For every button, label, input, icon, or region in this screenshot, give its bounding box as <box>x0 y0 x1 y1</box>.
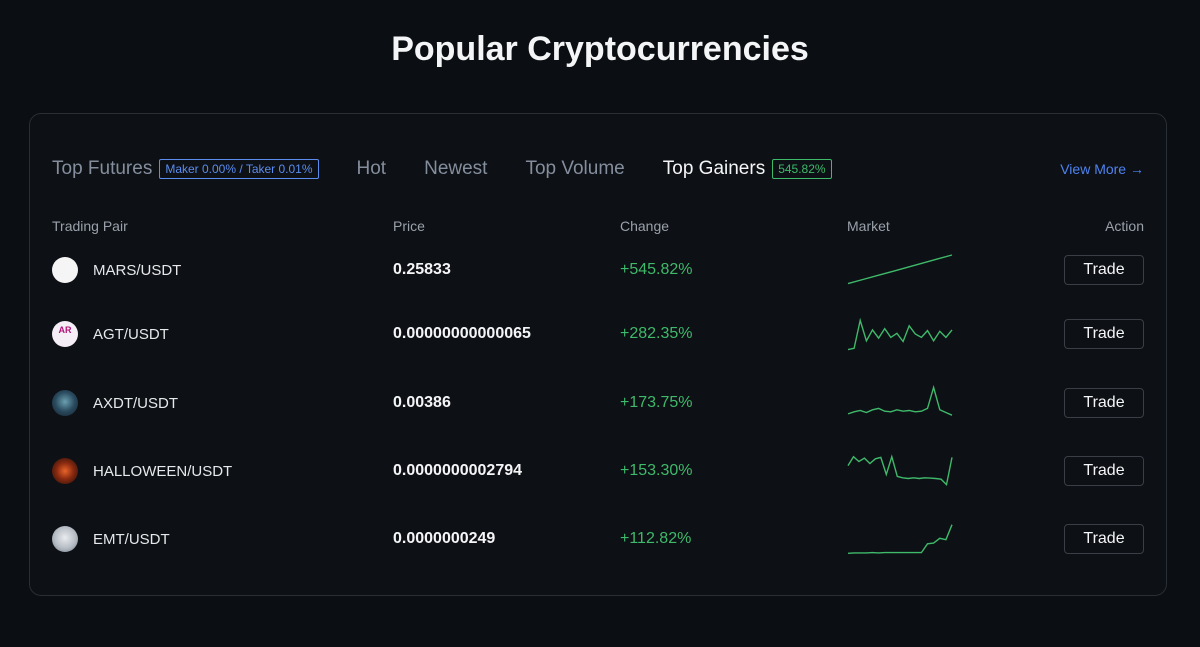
trading-pair-name[interactable]: MARS/USDT <box>93 261 182 279</box>
sparkline-path <box>847 454 953 487</box>
market-tabs: Top Futures Maker 0.00% / Taker 0.01% Ho… <box>52 154 1144 184</box>
sparkline-path <box>847 317 953 351</box>
trading-pair-name[interactable]: HALLOWEEN/USDT <box>93 462 233 480</box>
tab-hot[interactable]: Hot <box>356 158 387 179</box>
market-sparkline <box>847 254 953 285</box>
column-header-price: Price <box>393 218 425 234</box>
market-sparkline <box>847 454 953 487</box>
top-gainer-badge: 545.82% <box>772 159 832 179</box>
argon-token-icon <box>52 321 78 347</box>
change-value: +112.82% <box>620 530 692 547</box>
change-value: +173.75% <box>620 394 693 411</box>
fee-badge: Maker 0.00% / Taker 0.01% <box>159 159 319 179</box>
tab-top-volume[interactable]: Top Volume <box>525 158 625 179</box>
table-row: MARS/USDT 0.25833 +545.82% Trade <box>52 250 1144 290</box>
price-value: 0.0000000249 <box>393 530 496 547</box>
market-sparkline <box>847 524 953 554</box>
change-value: +153.30% <box>620 462 693 479</box>
emt-token-icon <box>52 526 78 552</box>
column-header-change: Change <box>620 218 670 234</box>
trading-pair-name[interactable]: AXDT/USDT <box>93 394 179 412</box>
price-value: 0.00386 <box>393 394 451 411</box>
trade-button[interactable]: Trade <box>1064 319 1144 349</box>
axdt-token-icon <box>52 390 78 416</box>
sparkline-path <box>847 384 953 416</box>
page-title: Popular Cryptocurrencies <box>391 30 809 68</box>
trading-pair-name[interactable]: EMT/USDT <box>93 530 170 548</box>
halloween-token-icon <box>52 458 78 484</box>
trade-button[interactable]: Trade <box>1064 524 1144 554</box>
view-more-link[interactable]: View More → <box>1060 161 1144 177</box>
sparkline-path <box>847 524 953 554</box>
price-value: 0.00000000000065 <box>393 325 531 342</box>
sparkline-path <box>847 254 953 285</box>
market-sparkline <box>847 384 953 416</box>
change-value: +282.35% <box>620 325 693 342</box>
price-value: 0.25833 <box>393 261 451 278</box>
column-header-action: Action <box>1105 218 1144 234</box>
market-sparkline <box>847 317 953 351</box>
trade-button[interactable]: Trade <box>1064 255 1144 285</box>
tab-top-futures[interactable]: Top Futures <box>52 158 153 179</box>
table-row: EMT/USDT 0.0000000249 +112.82% Trade <box>52 519 1144 559</box>
price-value: 0.0000000002794 <box>393 462 523 479</box>
trade-button[interactable]: Trade <box>1064 456 1144 486</box>
mars-token-icon <box>52 257 78 283</box>
column-header-market: Market <box>847 218 890 234</box>
table-row: HALLOWEEN/USDT 0.0000000002794 +153.30% … <box>52 451 1144 491</box>
column-header-trading-pair: Trading Pair <box>52 218 128 234</box>
crypto-list-card: Top Futures Maker 0.00% / Taker 0.01% Ho… <box>29 113 1167 596</box>
change-value: +545.82% <box>620 261 693 278</box>
table-row: AGT/USDT 0.00000000000065 +282.35% Trade <box>52 314 1144 354</box>
table-row: AXDT/USDT 0.00386 +173.75% Trade <box>52 383 1144 423</box>
trade-button[interactable]: Trade <box>1064 388 1144 418</box>
table-header: Trading Pair Price Change Market Action <box>52 218 1144 238</box>
tab-newest[interactable]: Newest <box>424 158 488 179</box>
trading-pair-name[interactable]: AGT/USDT <box>93 325 169 343</box>
tab-top-gainers[interactable]: Top Gainers <box>662 158 766 179</box>
